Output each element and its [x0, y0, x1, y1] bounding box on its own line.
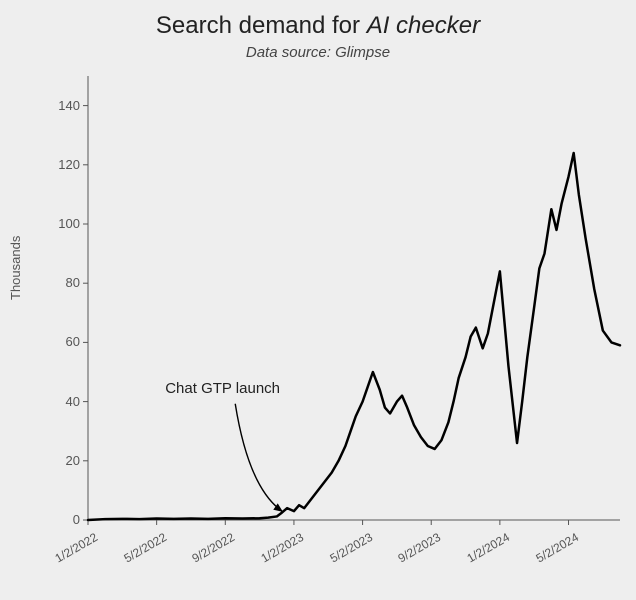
y-tick-label: 60: [40, 334, 80, 349]
annotation-label: Chat GTP launch: [165, 380, 280, 397]
chart-svg: [0, 0, 636, 600]
chart-container: Search demand for AI checker Data source…: [0, 0, 636, 600]
y-tick-label: 40: [40, 394, 80, 409]
y-tick-label: 20: [40, 453, 80, 468]
y-tick-label: 120: [40, 157, 80, 172]
y-tick-label: 0: [40, 512, 80, 527]
y-tick-label: 140: [40, 98, 80, 113]
annotation-arrow: [235, 404, 282, 511]
y-tick-label: 100: [40, 216, 80, 231]
y-tick-label: 80: [40, 275, 80, 290]
data-line: [88, 153, 620, 520]
